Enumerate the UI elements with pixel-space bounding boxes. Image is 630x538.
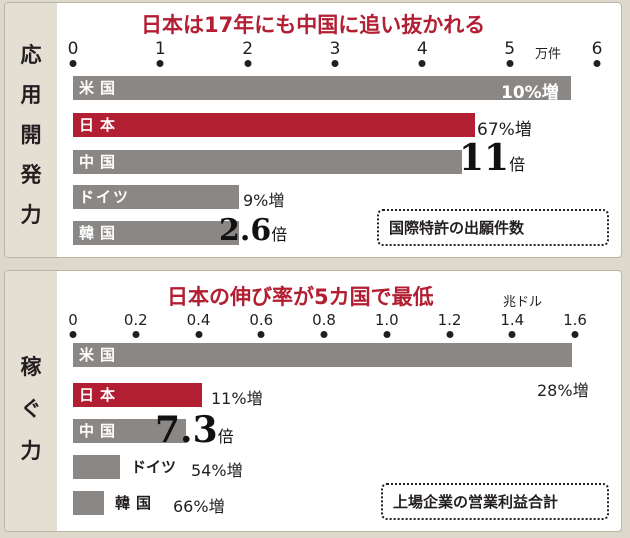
x-tick-label: 1.6 — [563, 311, 587, 329]
x-tick-label: 2 — [242, 39, 254, 59]
x-tick-dot — [69, 331, 77, 338]
value-label-usa: 28%増 — [537, 381, 589, 400]
bar-germany — [73, 455, 121, 479]
x-tick-dot — [320, 331, 328, 338]
side-label-column: 応 用 開 発 力 — [5, 3, 57, 257]
x-tick-dot — [593, 60, 601, 67]
x-tick-label: 0 — [68, 311, 78, 329]
value-label-usa: 10%増 — [501, 83, 559, 103]
x-tick-label: 0.2 — [123, 311, 148, 329]
x-tick-label: 1.0 — [374, 311, 399, 329]
bar-label-china: 中国 — [79, 422, 122, 440]
value-label-japan: 11%増 — [211, 389, 263, 408]
x-tick-dot — [69, 60, 77, 67]
bar-label-germany: ドイツ — [79, 188, 131, 206]
note-box: 国際特許の出願件数 — [377, 209, 609, 246]
side-label-char: 応 — [20, 43, 42, 67]
x-tick-dot — [195, 331, 202, 338]
x-tick-dot — [571, 331, 579, 338]
x-tick-dot — [418, 60, 426, 67]
value-label-japan: 67%増 — [477, 120, 532, 140]
bar-usa — [73, 343, 572, 367]
x-tick-dot — [132, 331, 140, 338]
side-label-char: ぐ — [20, 397, 42, 421]
bar-label-germany: ドイツ — [131, 458, 177, 476]
side-label-char: 開 — [20, 123, 42, 147]
bar-label-korea: 韓国 — [115, 494, 158, 512]
chart-panel-patents: 応 用 開 発 力 日本は17年にも中国に追い抜かれる 万件 0 1 2 3 4 5 6 米… — [4, 2, 622, 258]
x-tick-label: 0 — [67, 39, 79, 59]
x-tick-label: 6 — [591, 39, 603, 59]
x-tick-dot — [383, 331, 391, 338]
bar-label-usa: 米国 — [79, 79, 122, 97]
x-tick-label: 5 — [504, 39, 516, 59]
x-tick-label: 0.6 — [249, 311, 274, 329]
x-tick-dot — [446, 331, 453, 338]
chart-title: 日本は17年にも中国に追い抜かれる — [141, 13, 486, 37]
bar-korea — [73, 221, 239, 245]
x-tick-label: 0.4 — [186, 311, 211, 329]
side-label-char: 用 — [20, 83, 42, 107]
bar-label-usa: 米国 — [79, 346, 122, 364]
x-tick-label: 1 — [154, 39, 166, 59]
side-label-char: 発 — [20, 163, 42, 187]
bar-label-japan: 日本 — [79, 116, 122, 134]
side-label-char: 力 — [20, 439, 42, 463]
bar-label-korea: 韓国 — [79, 224, 122, 242]
note-box: 上場企業の営業利益合計 — [381, 483, 609, 520]
value-label-germany: 9%増 — [243, 191, 285, 210]
x-tick-dot — [257, 331, 265, 338]
value-label-china: 7.3倍 — [155, 409, 234, 451]
x-tick-dot — [331, 60, 339, 67]
unit-label: 兆ドル — [503, 295, 543, 310]
x-tick-label: 1.2 — [437, 311, 462, 329]
value-label-korea: 2.6倍 — [219, 213, 288, 248]
bar-japan — [73, 113, 475, 137]
side-label-char: 稼 — [20, 355, 42, 379]
x-tick-dot — [156, 60, 164, 67]
bar-china — [73, 419, 186, 443]
value-label-china: 11倍 — [459, 137, 526, 179]
x-tick-dot — [506, 60, 514, 67]
bar-label-japan: 日本 — [79, 386, 122, 404]
bar-label-china: 中国 — [79, 153, 122, 171]
chart-panel-profits: 稼 ぐ 力 日本の伸び率が5カ国で最低 兆ドル 0 0.2 0.4 0.6 0.8 1.0… — [4, 270, 622, 532]
x-tick-label: 1.4 — [500, 311, 525, 329]
value-label-germany: 54%増 — [191, 461, 243, 480]
x-tick-dot — [508, 331, 516, 338]
bar-germany — [73, 185, 239, 209]
value-label-korea: 66%増 — [173, 497, 225, 516]
side-label-column: 稼 ぐ 力 — [5, 271, 57, 531]
bar-china — [73, 150, 462, 174]
bar-japan — [73, 383, 202, 407]
x-tick-label: 4 — [416, 39, 428, 59]
x-tick-label: 0.8 — [312, 311, 336, 329]
unit-label: 万件 — [535, 47, 562, 62]
x-tick-dot — [244, 60, 252, 67]
chart-title: 日本の伸び率が5カ国で最低 — [167, 285, 434, 309]
side-label-char: 力 — [20, 203, 42, 227]
bar-korea — [73, 491, 105, 515]
bar-usa — [73, 76, 571, 100]
x-tick-label: 3 — [329, 39, 341, 59]
